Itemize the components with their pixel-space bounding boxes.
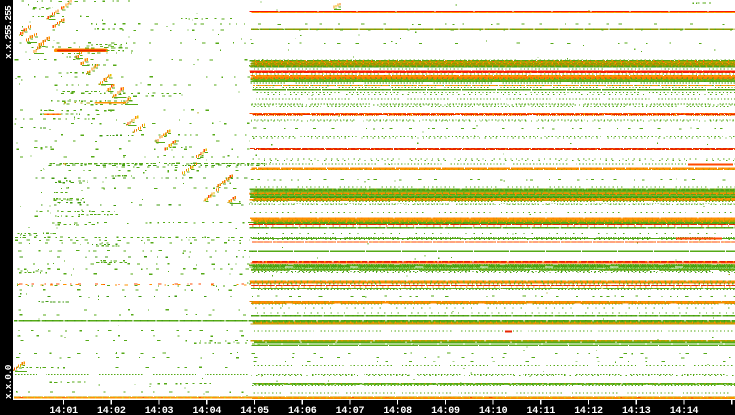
- svg-text:x.x.255.255: x.x.255.255: [3, 5, 14, 59]
- svg-text:14:05: 14:05: [240, 406, 269, 415]
- svg-text:14:01: 14:01: [49, 406, 78, 415]
- svg-text:14:12: 14:12: [574, 406, 603, 415]
- svg-text:14:11: 14:11: [527, 406, 556, 415]
- svg-text:14:02: 14:02: [97, 406, 126, 415]
- svg-text:14:03: 14:03: [145, 406, 174, 415]
- svg-text:x.x.0.0: x.x.0.0: [3, 364, 14, 399]
- svg-text:14:13: 14:13: [622, 406, 651, 415]
- svg-text:14:14: 14:14: [670, 406, 699, 415]
- svg-text:14:08: 14:08: [383, 406, 412, 415]
- svg-text:14:09: 14:09: [431, 406, 460, 415]
- svg-text:14:06: 14:06: [288, 406, 317, 415]
- svg-text:14:10: 14:10: [479, 406, 508, 415]
- svg-text:14:04: 14:04: [193, 406, 222, 415]
- svg-text:14:07: 14:07: [336, 406, 365, 415]
